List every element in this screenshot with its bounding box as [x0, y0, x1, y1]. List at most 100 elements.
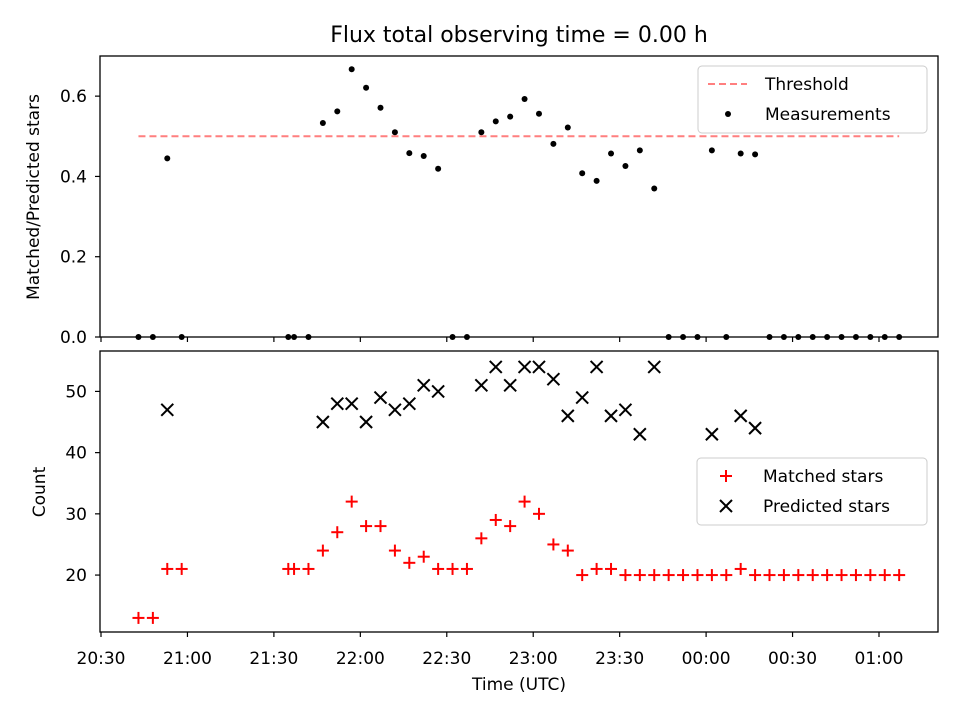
predicted-point [705, 427, 719, 441]
matched-point [417, 550, 430, 563]
ratio-panel-frame [99, 55, 939, 338]
matched-point [749, 569, 762, 582]
predicted-point [748, 421, 762, 435]
x-tick-label: 00:30 [768, 649, 817, 669]
x-tick-label: 22:30 [422, 649, 471, 669]
matched-legend-label: Matched stars [763, 467, 883, 487]
y-tick-label: 30 [65, 505, 87, 525]
y-tick-label: 0.6 [60, 87, 87, 107]
predicted-point [330, 396, 344, 411]
matched-point [561, 544, 574, 557]
x-tick-label: 23:00 [509, 649, 558, 669]
matched-point [360, 520, 373, 533]
predicted-point [388, 403, 402, 417]
measurements-legend-swatch [725, 111, 731, 117]
measurement-point [521, 95, 528, 102]
matched-point [821, 569, 834, 582]
x-tick-label: 20:30 [77, 649, 126, 669]
predicted-point [402, 396, 417, 411]
y-tick-label: 0.2 [60, 248, 87, 268]
measurement-point [478, 129, 485, 136]
predicted-point [160, 403, 174, 417]
ratio-legend-box [697, 65, 928, 134]
matched-legend-swatch [720, 470, 732, 482]
matched-point [792, 569, 805, 582]
matched-point [374, 520, 387, 533]
matched-point [576, 569, 589, 582]
chart-title: Flux total observing time = 0.00 h [330, 23, 708, 48]
predicted-point [316, 415, 330, 429]
matched-point [590, 562, 603, 575]
y-tick-label: 40 [65, 444, 87, 464]
measurement-point [377, 104, 384, 111]
measurement-point [636, 147, 643, 154]
measurements-legend-label: Measurements [765, 105, 891, 125]
count-legend-box [696, 457, 928, 526]
y-tick-label: 20 [65, 566, 87, 586]
ratio-panel: 0.0 0.2 0.4 0.6 Matched/Predicted stars Thr… [24, 55, 939, 348]
y-tick-label: 50 [65, 382, 87, 402]
measurement-point [319, 120, 326, 127]
x-tick-label: 21:00 [163, 649, 212, 669]
threshold-legend-label: Threshold [764, 75, 849, 95]
measurement-point [420, 152, 427, 159]
predicted-point [373, 390, 388, 405]
predicted-point [417, 378, 431, 392]
measurement-point [737, 150, 744, 157]
matched-point [705, 569, 718, 582]
matched-point [345, 495, 358, 508]
measurement-point [564, 124, 571, 131]
ratio-y-axis: 0.0 0.2 0.4 0.6 [60, 87, 100, 348]
matched-point [878, 569, 891, 582]
predicted-point [618, 403, 633, 417]
matched-point [489, 513, 502, 526]
matched-point [605, 562, 618, 575]
matched-point [316, 544, 329, 557]
matched-point [146, 611, 159, 624]
measurement-point [406, 150, 413, 157]
matched-point [331, 526, 344, 539]
matched-point [662, 569, 675, 582]
matched-point [518, 495, 531, 508]
matched-point [388, 544, 401, 557]
matched-point [720, 569, 733, 582]
matched-point [893, 569, 906, 582]
count-legend: Matched stars Predicted stars [696, 457, 928, 526]
ratio-y-axis-label: Matched/Predicted stars [24, 94, 44, 300]
x-axis-label: Time (UTC) [471, 675, 566, 695]
measurement-point [391, 129, 398, 136]
count-x-axis: 20:30 21:00 21:30 22:00 22:30 23:00 23:30 00:00… [77, 632, 904, 669]
matched-point [504, 520, 517, 533]
matched-point [619, 569, 632, 582]
predicted-point [604, 409, 618, 423]
predicted-point [733, 409, 748, 423]
y-tick-label: 0.0 [60, 328, 87, 348]
x-tick-label: 21:30 [249, 649, 298, 669]
measurement-point [550, 140, 557, 147]
predicted-point [517, 360, 532, 374]
x-tick-label: 01:00 [855, 649, 904, 669]
measurement-point [752, 151, 759, 158]
matched-point [446, 562, 459, 575]
predicted-point [589, 360, 604, 374]
predicted-legend-swatch [719, 499, 733, 513]
count-panel-frame [99, 350, 939, 633]
measurement-point [507, 113, 514, 120]
matched-point [161, 562, 174, 575]
matched-point [648, 569, 661, 582]
matched-point [849, 569, 862, 582]
matched-point [835, 569, 848, 582]
measurement-point [492, 118, 499, 125]
predicted-point [647, 360, 661, 374]
ratio-legend: Threshold Measurements [697, 65, 928, 134]
matched-point [432, 562, 445, 575]
matched-point [532, 507, 545, 520]
matched-point [734, 562, 747, 575]
matched-point [302, 562, 315, 575]
matched-point [633, 569, 646, 582]
count-y-axis: 20 30 40 50 [65, 382, 100, 586]
predicted-point [561, 409, 575, 423]
predicted-point [503, 378, 517, 392]
